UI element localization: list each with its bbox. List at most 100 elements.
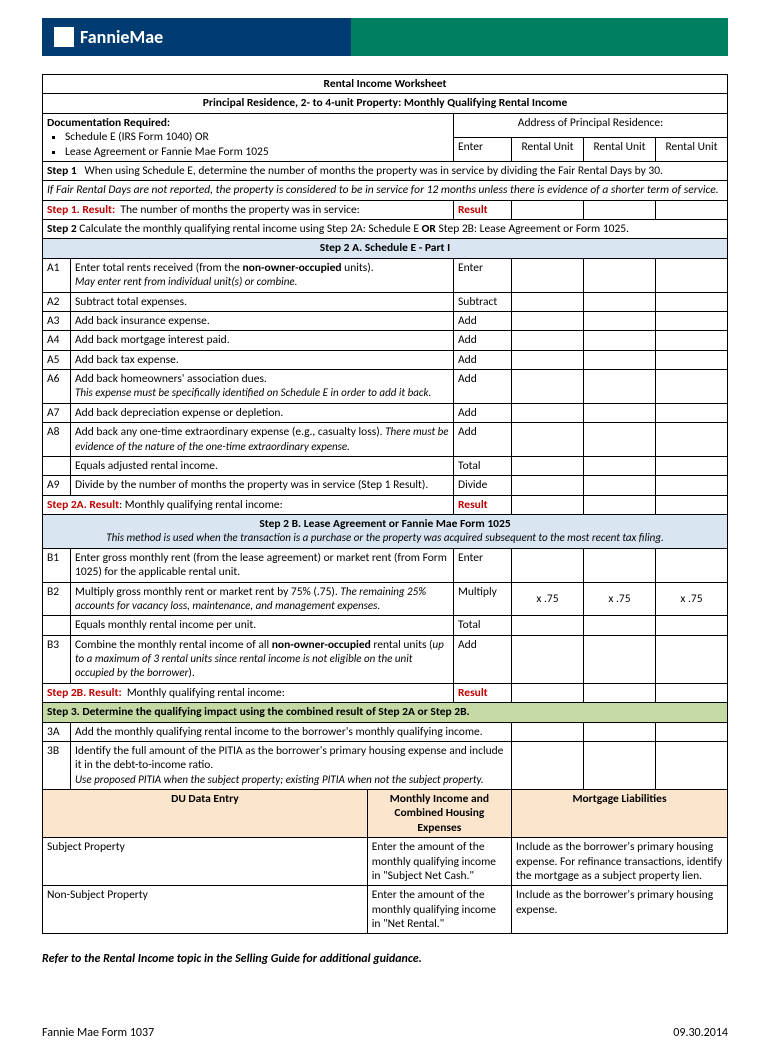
cell[interactable] [656, 683, 728, 702]
result-action: Result [454, 683, 512, 702]
cell[interactable] [584, 423, 656, 457]
row-text: Add back tax expense. [71, 350, 454, 369]
du-r1c2: Enter the amount of the monthly qualifyi… [367, 838, 511, 886]
footer-note: Refer to the Rental Income topic in the … [42, 952, 728, 966]
du-r1c3: Include as the borrower's primary housin… [512, 838, 728, 886]
row-text: Add back any one-time extraordinary expe… [71, 423, 454, 457]
enter-header: Enter [454, 137, 512, 161]
step1-italic: If Fair Rental Days are not reported, th… [43, 181, 728, 200]
cell[interactable] [656, 200, 728, 219]
cell[interactable] [584, 292, 656, 311]
row-action: Add [454, 403, 512, 422]
cell[interactable] [512, 722, 584, 741]
cell[interactable] [584, 635, 656, 683]
cell[interactable] [512, 258, 584, 292]
cell[interactable] [656, 403, 728, 422]
cell[interactable] [512, 495, 584, 514]
row-action: Add [454, 350, 512, 369]
cell[interactable] [584, 548, 656, 582]
step2b-result: Step 2B. Result: Monthly qualifying rent… [43, 683, 454, 702]
result-action: Result [454, 495, 512, 514]
cell[interactable] [512, 456, 584, 475]
cell[interactable] [584, 456, 656, 475]
title-1: Rental Income Worksheet [43, 75, 728, 94]
row-text: Identify the full amount of the PITIA as… [71, 741, 512, 789]
row-code: A3 [43, 311, 71, 330]
cell[interactable] [584, 495, 656, 514]
step2-row: Step 2 Calculate the monthly qualifying … [43, 220, 728, 239]
unit-header-3: Rental Unit [656, 137, 728, 161]
row-action: Add [454, 331, 512, 350]
row-code: A6 [43, 370, 71, 404]
address-label: Address of Principal Residence: [454, 113, 728, 137]
cell[interactable] [512, 741, 584, 789]
row-code: 3A [43, 722, 71, 741]
cell[interactable] [512, 370, 584, 404]
cell[interactable] [512, 403, 584, 422]
cell[interactable] [584, 403, 656, 422]
cell[interactable] [512, 683, 584, 702]
cell[interactable] [584, 370, 656, 404]
cell[interactable] [656, 548, 728, 582]
cell[interactable] [512, 350, 584, 369]
cell[interactable] [656, 635, 728, 683]
cell[interactable] [512, 635, 584, 683]
row-action: Enter [454, 548, 512, 582]
cell[interactable] [512, 548, 584, 582]
du-h2: Monthly Income and Combined Housing Expe… [367, 790, 511, 838]
doc-bullet-2: Lease Agreement or Fannie Mae Form 1025 [65, 145, 449, 159]
row-action: Add [454, 635, 512, 683]
cell[interactable] [512, 292, 584, 311]
cell[interactable] [584, 311, 656, 330]
cell[interactable] [512, 311, 584, 330]
cell[interactable] [656, 476, 728, 495]
cell[interactable] [656, 456, 728, 475]
cell[interactable] [584, 683, 656, 702]
du-r2c2: Enter the amount of the monthly qualifyi… [367, 886, 511, 934]
cell[interactable] [656, 350, 728, 369]
row-code: A2 [43, 292, 71, 311]
doc-required-label: Documentation Required: [47, 116, 170, 130]
row-action: Total [454, 456, 512, 475]
row-text: Add back mortgage interest paid. [71, 331, 454, 350]
row-action: Enter [454, 258, 512, 292]
cell[interactable] [584, 741, 656, 789]
cell[interactable] [512, 331, 584, 350]
row-code: B3 [43, 635, 71, 683]
cell[interactable] [512, 476, 584, 495]
row-action: Add [454, 311, 512, 330]
cell[interactable] [512, 423, 584, 457]
cell[interactable] [584, 350, 656, 369]
cell[interactable] [656, 616, 728, 635]
du-h1: DU Data Entry [43, 790, 368, 838]
row-action: Total [454, 616, 512, 635]
cell[interactable] [656, 258, 728, 292]
cell[interactable] [656, 423, 728, 457]
row-code: A1 [43, 258, 71, 292]
row-text: Divide by the number of months the prope… [71, 476, 454, 495]
cell[interactable] [656, 495, 728, 514]
cell[interactable] [656, 741, 728, 789]
cell[interactable] [656, 722, 728, 741]
cell[interactable] [656, 370, 728, 404]
cell[interactable] [584, 258, 656, 292]
cell[interactable] [512, 616, 584, 635]
cell[interactable] [656, 331, 728, 350]
cell[interactable] [584, 722, 656, 741]
row-action: Add [454, 423, 512, 457]
row-code: B1 [43, 548, 71, 582]
step3-header: Step 3. Determine the qualifying impact … [43, 703, 728, 722]
row-code: A8 [43, 423, 71, 457]
unit-header-1: Rental Unit [512, 137, 584, 161]
row-code: A9 [43, 476, 71, 495]
cell[interactable] [584, 616, 656, 635]
cell[interactable] [656, 311, 728, 330]
multiplier: x .75 [512, 582, 584, 616]
cell[interactable] [584, 200, 656, 219]
row-code [43, 616, 71, 635]
cell[interactable] [584, 331, 656, 350]
cell[interactable] [512, 200, 584, 219]
cell[interactable] [584, 476, 656, 495]
row-code: A7 [43, 403, 71, 422]
cell[interactable] [656, 292, 728, 311]
